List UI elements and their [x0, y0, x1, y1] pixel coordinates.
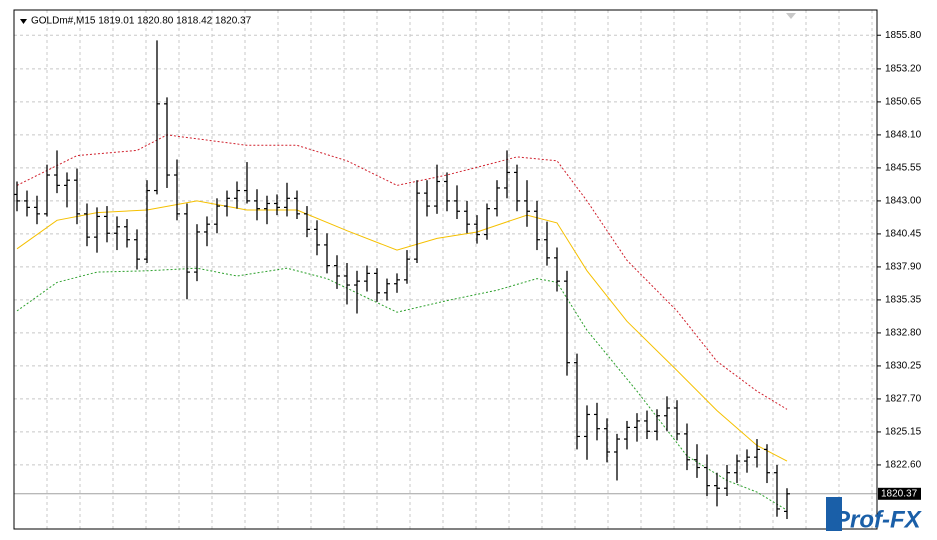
chart-title: GOLDm#,M15 1819.01 1820.80 1818.42 1820.…: [31, 16, 252, 27]
y-tick-label: 1825.15: [885, 427, 922, 438]
y-tick-label: 1822.60: [885, 460, 922, 471]
last-price-box: [878, 487, 921, 500]
grid: [14, 10, 877, 529]
price-axis: 1822.60 1825.15 1827.70 1830.25 1832.80 1835.…: [877, 30, 922, 500]
logo-text: Prof-FX: [834, 506, 923, 533]
y-tick-label: 1855.80: [885, 30, 922, 41]
y-tick-label: 1843.00: [885, 196, 922, 207]
menu-triangle[interactable]: [20, 19, 27, 24]
band-line: [16, 267, 788, 511]
y-tick-label: 1848.10: [885, 130, 922, 141]
y-tick-label: 1845.55: [885, 163, 922, 174]
logo: Prof-FX: [826, 497, 923, 533]
y-tick-label: 1850.65: [885, 97, 922, 108]
plot-frame: [13, 9, 878, 530]
y-tick-label: 1840.45: [885, 229, 922, 240]
bars: [14, 40, 790, 520]
y-tick-label: 1832.80: [885, 328, 922, 339]
y-tick-label: 1837.90: [885, 262, 922, 273]
y-tick-label: 1827.70: [885, 394, 922, 405]
shift-marker: [786, 13, 796, 19]
y-tick-label: 1835.35: [885, 295, 922, 306]
band-line: [16, 134, 788, 410]
y-tick-label: 1830.25: [885, 361, 922, 372]
y-tick-label: 1853.20: [885, 64, 922, 75]
last-price-label: 1820.37: [881, 488, 918, 499]
logo-icon: [826, 497, 842, 531]
